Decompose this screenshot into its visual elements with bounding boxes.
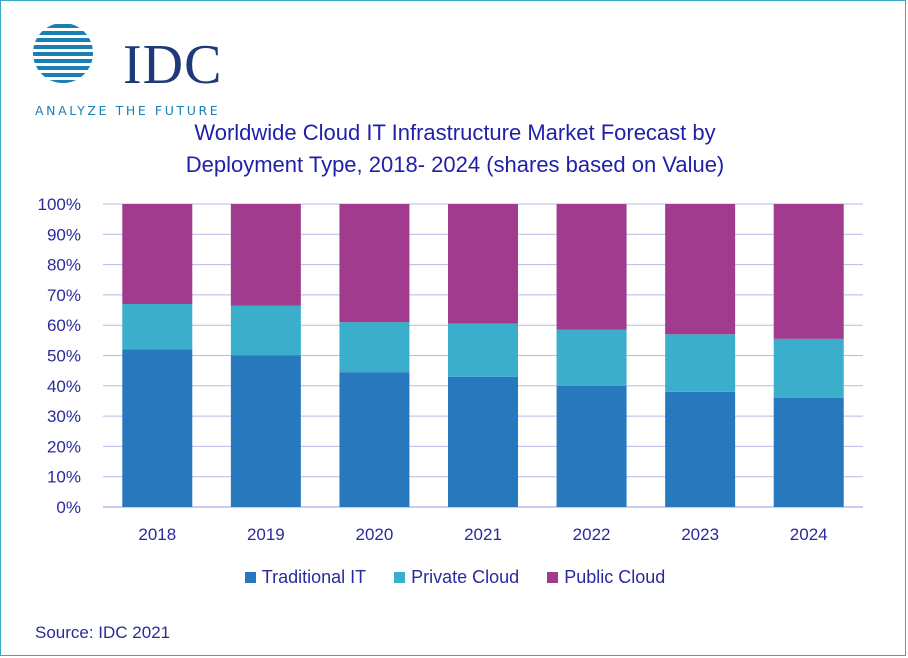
source-note: Source: IDC 2021 [35,623,171,642]
bar-segment [665,334,736,392]
bar-segment [448,376,518,507]
y-tick-label: 80% [47,256,81,275]
legend-label: Private Cloud [411,567,520,587]
legend-swatch [244,572,256,583]
chart-title-line-1: Worldwide Cloud IT Infrastructure Market… [194,120,716,145]
y-tick-label: 40% [47,377,81,396]
y-tick-label: 20% [47,437,81,456]
y-tick-label: 0% [56,498,81,517]
y-tick-label: 50% [47,347,81,366]
y-tick-label: 90% [47,225,81,244]
bar-segment [230,204,301,306]
bar-segment [448,323,518,377]
x-tick-label: 2018 [138,525,176,544]
legend-label: Public Cloud [564,567,666,587]
bar-segment [773,338,844,398]
bar-segment [556,329,627,386]
globe-icon [33,24,93,83]
x-tick-label: 2023 [681,525,719,544]
legend-item: Traditional IT [244,567,367,588]
x-tick-label: 2019 [247,525,285,544]
bar-segment [230,355,301,507]
bar-segment [122,303,193,350]
logo-text: IDC [123,34,223,96]
bar-segment [773,204,844,339]
bar-segment [122,204,193,304]
bar-segment [556,204,627,330]
x-tick-label: 2022 [573,525,611,544]
y-tick-label: 60% [47,316,81,335]
bar-segment [122,349,193,507]
chart-title-line-2: Deployment Type, 2018- 2024 (shares base… [185,152,725,177]
legend-item: Public Cloud [547,567,665,588]
y-tick-label: 100% [38,195,81,214]
x-tick-label: 2024 [790,525,828,544]
y-tick-label: 70% [47,286,81,305]
bar-segment [773,397,844,507]
legend: Traditional IT Private Cloud Public Cloud [1,567,908,588]
legend-swatch [394,572,406,583]
bar-segment [230,305,301,356]
legend-label: Traditional IT [261,567,367,587]
bar-segment [339,372,410,507]
chart-title: Worldwide Cloud IT Infrastructure Market… [1,117,908,181]
legend-swatch [547,572,559,583]
bar-segment [556,385,627,507]
y-tick-label: 10% [47,468,81,487]
x-tick-label: 2020 [356,525,394,544]
bar-segment [665,391,736,507]
bar-segment [339,322,410,373]
bar-segment [665,204,736,335]
legend-item: Private Cloud [394,567,519,588]
x-tick-label: 2021 [464,525,502,544]
logo-tagline: ANALYZE THE FUTURE [35,103,221,118]
y-tick-label: 30% [47,407,81,426]
bar-segment [448,204,518,324]
stacked-bar-chart: 0% 10% 20% 30% 40% 50% 60% 70% 80% 90% 100% 2018 201… [38,195,863,544]
bar-segment [339,204,410,323]
idc-logo: IDC ANALYZE THE FUTURE [15,23,235,118]
